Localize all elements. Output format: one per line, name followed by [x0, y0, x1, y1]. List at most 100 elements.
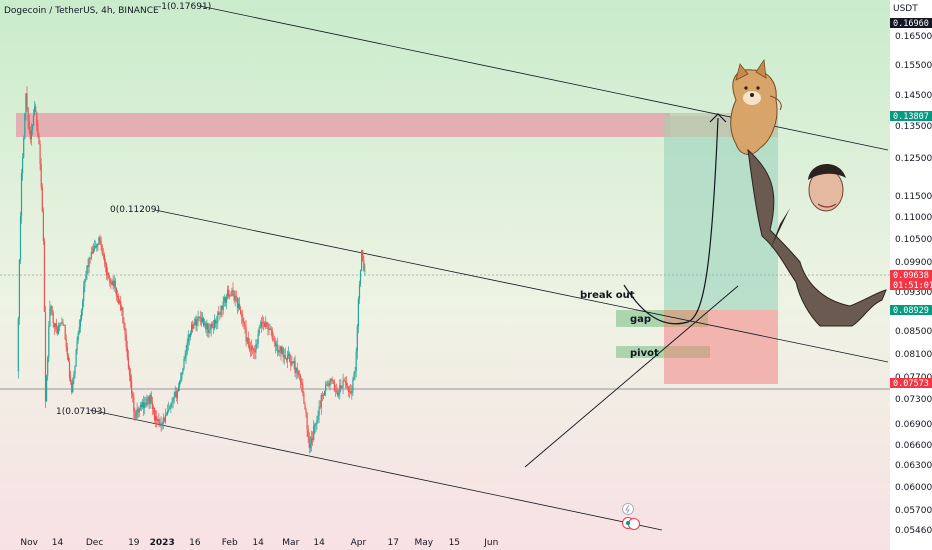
candle-body: [343, 380, 345, 382]
candle-body: [58, 325, 60, 334]
time-axis[interactable]: Nov 14 Dec 19 2023 16 Feb 14 Mar 14 Apr 17 May 15 Jun: [20, 538, 498, 548]
price-tag-label: 0.16960: [893, 19, 929, 29]
candle-body: [235, 295, 237, 298]
candle-body: [194, 318, 196, 325]
candle-body: [159, 423, 161, 425]
x-tick-label: 14: [52, 538, 64, 548]
fib-label-1: 1(0.07103): [56, 407, 106, 417]
candle-body: [277, 344, 279, 353]
candle-body: [297, 371, 299, 375]
candle-body: [68, 361, 71, 378]
event-dot: [626, 521, 630, 525]
candle-body: [126, 347, 128, 358]
candle-body: [211, 323, 213, 327]
chart-title: Dogecoin / TetherUS, 4h, BINANCE: [4, 6, 159, 16]
candle-body: [353, 373, 355, 380]
candle-body: [364, 270, 366, 272]
candle-body: [236, 297, 238, 308]
candle-body: [324, 391, 326, 396]
candle-body: [355, 351, 357, 372]
candle-body: [55, 323, 57, 329]
candle-body: [42, 211, 44, 242]
candle-body: [237, 303, 240, 308]
candle-body: [223, 297, 225, 302]
candle-body: [288, 353, 290, 356]
candle-body: [258, 327, 260, 334]
candle-body: [50, 306, 52, 309]
candle-body: [145, 403, 147, 405]
rising-support-line: [524, 285, 739, 468]
candle-body: [292, 361, 294, 363]
price-tag-current: [890, 270, 932, 290]
candle-body: [98, 237, 100, 245]
candle-body: [208, 330, 210, 333]
candle-body: [257, 333, 259, 344]
candle-body: [34, 106, 36, 116]
candle-body: [47, 357, 49, 376]
bolt-glyph: [625, 504, 630, 514]
candle-body: [149, 394, 151, 404]
x-tick-label: 17: [387, 538, 398, 548]
candle-body: [192, 324, 194, 329]
candle-body: [271, 330, 273, 339]
candle-body: [183, 359, 185, 369]
event-bolt-icon[interactable]: [622, 503, 634, 515]
y-tick-label: 0.12500: [895, 154, 932, 164]
candle-body: [144, 403, 146, 408]
candle-body: [84, 279, 86, 287]
y-tick-label: 0.05460: [895, 526, 932, 536]
price-tag-label: 0.13807: [893, 112, 929, 122]
candle-body: [59, 325, 61, 326]
candle-body: [143, 402, 145, 408]
candle-body: [354, 371, 356, 374]
candle-body: [356, 326, 358, 352]
candle-body: [344, 381, 346, 383]
candle-body: [225, 296, 228, 303]
lower-channel-line: [89, 409, 663, 531]
candle-body: [131, 381, 133, 394]
event-markers[interactable]: [622, 503, 640, 530]
candle-body: [114, 280, 116, 289]
candle-body: [63, 325, 65, 326]
candle-body: [86, 265, 88, 275]
x-tick-label: May: [414, 538, 433, 548]
candle-body: [83, 286, 85, 302]
candle-body: [210, 323, 212, 329]
candle-body: [352, 379, 354, 391]
candle-body: [303, 392, 305, 404]
candle-body: [327, 383, 329, 385]
candle-body: [357, 299, 359, 327]
doge-ear-right: [755, 58, 767, 79]
candle-body: [140, 404, 142, 408]
y-tick-label: 0.16500: [895, 32, 932, 42]
meme-illustration: [730, 58, 887, 327]
resistance-zone: [16, 113, 670, 137]
candle-body: [231, 290, 233, 296]
candle-body: [25, 93, 27, 114]
candle-body: [95, 246, 97, 248]
candle-body: [338, 393, 340, 396]
candle-body: [186, 342, 188, 353]
candle-body: [242, 317, 244, 323]
candle-body: [312, 438, 314, 440]
candle-body: [215, 320, 217, 324]
doge-ear-left: [735, 63, 749, 81]
candle-body: [212, 327, 214, 329]
doge-eye-left: [744, 86, 748, 90]
candle-body: [118, 296, 120, 304]
candle-body: [37, 126, 39, 137]
candle-body: [89, 257, 91, 259]
doge-figure: [730, 58, 782, 155]
candle-body: [309, 443, 311, 449]
candle-body: [322, 395, 325, 397]
candle-body: [265, 322, 267, 328]
candle-body: [82, 301, 84, 310]
candle-body: [247, 337, 249, 345]
event-flag-icon-2[interactable]: [628, 518, 640, 530]
candle-body: [164, 415, 166, 422]
x-tick-label: Jun: [483, 538, 498, 548]
candle-body: [161, 423, 163, 425]
